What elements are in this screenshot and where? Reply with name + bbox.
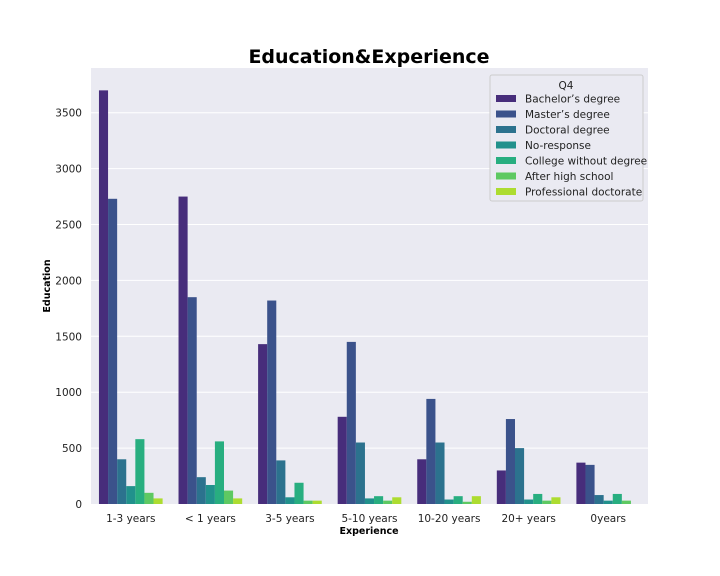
bar [346, 341, 356, 504]
bar [585, 464, 595, 504]
bar [196, 477, 206, 504]
bar [603, 500, 613, 504]
y-tick-label: 2500 [55, 220, 82, 232]
bar [205, 484, 215, 504]
bar [285, 497, 295, 504]
x-tick-label: 1-3 years [106, 513, 155, 525]
bar [233, 498, 243, 504]
bar [312, 500, 322, 504]
bar [276, 460, 286, 504]
y-tick-label: 3000 [55, 164, 82, 176]
x-tick-label: < 1 years [185, 513, 236, 525]
y-tick-label: 500 [62, 443, 82, 455]
legend-entry: College without degree [525, 156, 647, 168]
bar [135, 439, 145, 504]
bar [453, 496, 463, 504]
bar [496, 470, 506, 504]
legend-entry: Professional doctorate [525, 187, 642, 199]
bar [178, 196, 188, 505]
legend-title: Q4 [559, 80, 574, 92]
bar [515, 448, 525, 504]
bar [153, 498, 163, 504]
bar [462, 501, 472, 504]
bar [612, 493, 622, 504]
bar [355, 442, 365, 504]
x-axis-label: Experience [339, 526, 398, 537]
legend-entry: After high school [525, 171, 613, 183]
y-tick-label: 2000 [55, 275, 82, 287]
legend-entry: No-response [525, 140, 591, 152]
bar [294, 482, 304, 504]
legend-frame [489, 74, 644, 202]
bar [214, 441, 224, 504]
bar [542, 500, 552, 504]
bar [576, 462, 586, 504]
legend-entry: Bachelor’s degree [525, 94, 620, 106]
legend-swatch [496, 141, 516, 149]
bars [98, 90, 631, 505]
chart-title: Education&Experience [248, 46, 489, 68]
bar [524, 499, 534, 504]
bar [108, 198, 118, 505]
legend-swatch [496, 110, 516, 118]
legend-swatch [496, 188, 516, 195]
legend-swatch [496, 172, 516, 180]
bar [435, 442, 445, 504]
x-tick-label: 10-20 years [418, 513, 481, 525]
x-tick-label: 20+ years [501, 513, 555, 525]
x-tick-label: 0years [590, 513, 626, 525]
y-tick-label: 1500 [55, 331, 82, 343]
bar [267, 300, 277, 504]
y-tick-label: 0 [75, 499, 82, 511]
legend: Q4 Bachelor’s degree Master’s degree Docto… [489, 74, 647, 202]
bar [551, 497, 561, 504]
bar [444, 499, 454, 504]
bar [144, 492, 154, 504]
bar [621, 500, 631, 504]
bar [364, 498, 375, 504]
y-tick-label: 1000 [55, 387, 82, 399]
bar [258, 344, 268, 504]
bar [505, 419, 516, 504]
legend-swatch [496, 157, 516, 164]
x-tick-label: 5-10 years [341, 513, 397, 525]
bar [126, 486, 136, 504]
bar [533, 493, 543, 504]
y-axis: 0 500 1000 1500 2000 2500 3000 3500 [55, 108, 82, 511]
y-axis-label: Education [42, 259, 53, 312]
bar [337, 416, 347, 504]
bar [471, 496, 481, 504]
bar [223, 490, 234, 504]
y-tick-label: 3500 [55, 108, 82, 120]
bar [392, 497, 402, 504]
legend-swatch [496, 126, 516, 133]
bar [374, 496, 384, 504]
bar [594, 495, 604, 504]
legend-entry: Master’s degree [525, 109, 610, 121]
bar [303, 500, 313, 504]
bar [98, 90, 109, 504]
legend-entry: Doctoral degree [525, 125, 610, 137]
bar [383, 500, 393, 504]
x-tick-label: 3-5 years [265, 513, 314, 525]
legend-swatch [496, 95, 516, 102]
x-axis: 1-3 years < 1 years 3-5 years 5-10 years 10-… [106, 513, 626, 525]
bar [417, 459, 427, 504]
bar [187, 297, 197, 504]
bar [426, 398, 436, 504]
bar [117, 459, 127, 504]
